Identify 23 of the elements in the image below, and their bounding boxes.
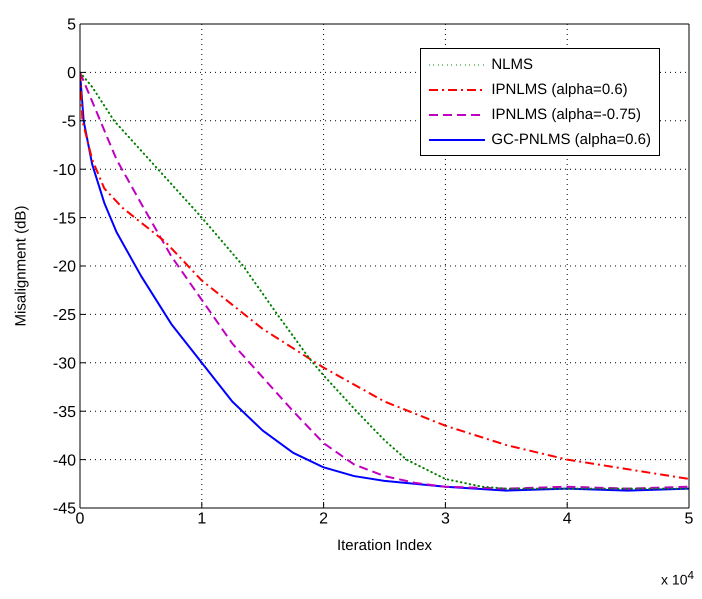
y-tick-label: -20 [52, 258, 76, 276]
legend-label: IPNLMS (alpha=0.6) [491, 81, 628, 98]
y-tick-label: 0 [67, 65, 76, 82]
x-tick-label: 3 [440, 510, 450, 528]
y-tick-label: -45 [52, 500, 76, 518]
legend-label: GC-PNLMS (alpha=0.6) [491, 131, 651, 148]
y-tick-label: -5 [62, 113, 76, 130]
y-tick-label: -15 [52, 210, 76, 228]
x-axis-title: Iteration Index [336, 537, 433, 554]
x-tick-label: 4 [562, 510, 572, 528]
legend-label: IPNLMS (alpha=-0.75) [491, 106, 641, 123]
y-tick-label: -10 [52, 162, 76, 179]
text: x 10$^{4}$ [661, 569, 694, 588]
y-tick-label: -40 [52, 452, 76, 470]
y-tick-label: -35 [52, 404, 76, 421]
x-tick-label: 5 [684, 510, 694, 528]
y-tick-label: -30 [52, 355, 76, 372]
legend-label: NLMS [491, 56, 534, 73]
x-tick-label: 1 [197, 510, 206, 528]
y-axis-title: Misalignment (dB) [12, 206, 30, 326]
x-tick-label: 2 [319, 510, 328, 528]
y-tick-label: 5 [67, 16, 76, 34]
y-tick-label: -25 [52, 307, 76, 324]
